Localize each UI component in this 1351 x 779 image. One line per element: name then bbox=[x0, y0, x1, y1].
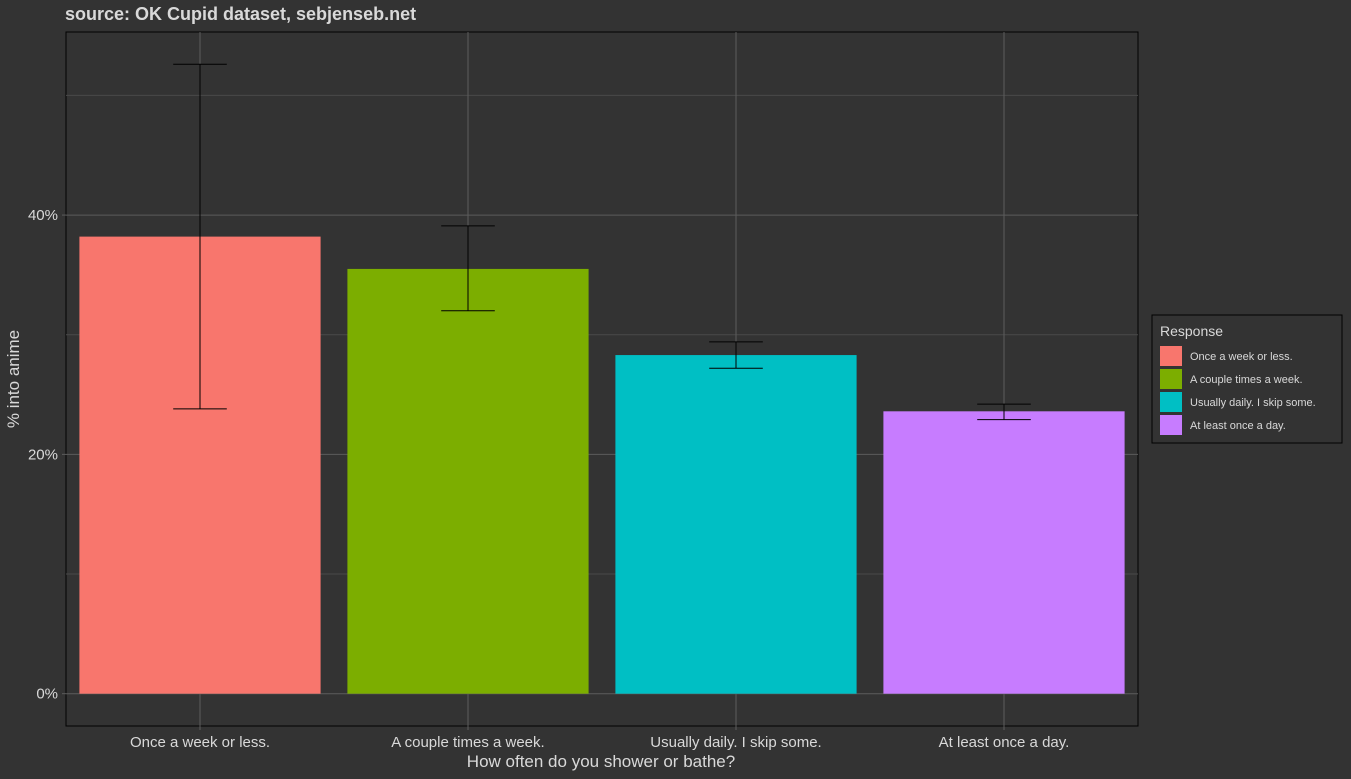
x-tick-label: At least once a day. bbox=[939, 734, 1070, 751]
bar bbox=[615, 355, 857, 694]
x-tick-label: Usually daily. I skip some. bbox=[650, 734, 821, 751]
legend-label: A couple times a week. bbox=[1190, 374, 1303, 386]
y-axis: 0% 20% 40% bbox=[28, 207, 66, 703]
legend-swatch bbox=[1160, 369, 1182, 389]
x-axis-title: How often do you shower or bathe? bbox=[467, 752, 735, 771]
legend-label: Once a week or less. bbox=[1190, 351, 1293, 363]
legend-label: Usually daily. I skip some. bbox=[1190, 397, 1316, 409]
legend-swatch bbox=[1160, 392, 1182, 412]
x-tick-label: A couple times a week. bbox=[391, 734, 544, 751]
chart-subtitle: source: OK Cupid dataset, sebjenseb.net bbox=[65, 4, 416, 24]
legend: Response Once a week or less. A couple ti… bbox=[1151, 314, 1343, 444]
error-bars bbox=[173, 63, 1031, 421]
legend-label: At least once a day. bbox=[1190, 420, 1286, 432]
legend-swatch bbox=[1160, 346, 1182, 366]
y-axis-title: % into anime bbox=[4, 330, 23, 428]
legend-title: Response bbox=[1160, 323, 1223, 339]
bar bbox=[347, 268, 589, 694]
legend-swatch bbox=[1160, 415, 1182, 435]
y-tick-label: 40% bbox=[28, 207, 58, 224]
y-tick-label: 20% bbox=[28, 446, 58, 463]
y-tick-label: 0% bbox=[36, 686, 58, 703]
legend-box bbox=[1151, 314, 1343, 444]
bar bbox=[883, 411, 1125, 694]
bars bbox=[79, 236, 1125, 694]
x-tick-label: Once a week or less. bbox=[130, 734, 270, 751]
x-axis: Once a week or less. A couple times a wee… bbox=[130, 726, 1069, 751]
legend-items: Once a week or less. A couple times a wee… bbox=[1160, 346, 1316, 435]
